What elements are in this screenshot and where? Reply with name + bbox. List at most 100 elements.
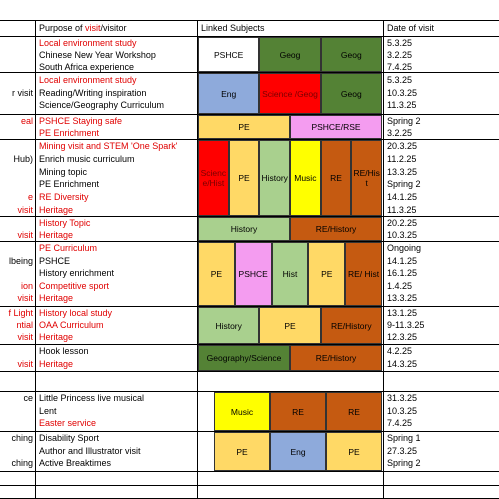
date-text: 3.2.25: [387, 50, 413, 60]
side-text: ntial: [16, 320, 33, 330]
purpose-text: OAA Curriculum: [39, 320, 104, 330]
date-text: 11.3.25: [387, 100, 417, 111]
purpose-text: Disability Sport: [39, 433, 100, 444]
purpose-text: Author and Illustrator visit: [39, 445, 141, 456]
purpose-text: RE Diversity: [39, 192, 89, 203]
row-border: [0, 306, 499, 307]
row-border: [0, 431, 499, 432]
row-border: [0, 216, 499, 217]
side-text: ching: [11, 433, 33, 444]
purpose-header: Purpose of visit/visitor: [39, 22, 127, 35]
subject-box: RE/History: [320, 307, 382, 344]
date-text: 3.2.25: [387, 128, 413, 138]
row-border: [0, 36, 499, 37]
purpose-text: Little Princess live musical: [39, 393, 145, 404]
row-border: [0, 471, 499, 472]
date-text: 9-11.3.25: [387, 320, 425, 330]
subject-box: Geog: [320, 73, 382, 114]
subject-group: PE Eng PE: [198, 432, 382, 471]
subject-box: RE: [320, 140, 352, 216]
date-text: 13.1.25: [387, 308, 418, 318]
date-text: Spring 2: [387, 116, 421, 126]
subject-box: Science/Hist: [198, 140, 229, 216]
subject-group: PE PSHCE Hist PE RE/ Hist: [198, 242, 382, 306]
row-border: [0, 20, 499, 21]
side-text: r visit: [12, 87, 33, 98]
date-text: 27.3.25: [387, 445, 418, 456]
subject-box: PE: [259, 307, 321, 344]
date-text: 12.3.25: [387, 332, 418, 342]
side-text: lbeing: [8, 255, 33, 266]
subject-box: PE: [308, 242, 346, 306]
purpose-text: Enrich music curriculum: [39, 153, 135, 164]
column-border: [383, 20, 384, 499]
purpose-text: Chinese New Year Workshop: [39, 50, 156, 60]
subject-box: Science /Geog: [259, 73, 321, 114]
date-text: 10.3.25: [387, 230, 418, 240]
subject-box: PE: [228, 140, 260, 216]
subject-group: History PE RE/History: [198, 307, 382, 344]
purpose-text: PE Enrichment: [39, 128, 100, 138]
subject-box: PSHCE: [234, 242, 272, 306]
row-border: [0, 371, 499, 372]
subject-box: Geog: [320, 37, 382, 72]
subject-box: RE: [326, 392, 382, 431]
purpose-text: History Topic: [39, 218, 91, 228]
purpose-text: History enrichment: [39, 268, 115, 279]
subject-box: Geography/Science: [198, 345, 290, 371]
date-text: 14.1.25: [387, 192, 418, 203]
side-text: eal: [20, 116, 33, 126]
row-border: [0, 485, 499, 486]
side-text: ion: [20, 280, 33, 291]
date-text: 31.3.25: [387, 393, 418, 404]
purpose-text: Mining visit and STEM 'One Spark': [39, 141, 178, 151]
subject-box: PSHCE: [198, 37, 260, 72]
date-text: 4.2.25: [387, 346, 413, 356]
date-text: 5.3.25: [387, 75, 413, 86]
header-part: /visitor: [100, 23, 127, 33]
purpose-text: Reading/Writing inspiration: [39, 87, 147, 98]
purpose-text: PSHCE: [39, 255, 71, 266]
purpose-text: South Africa experience: [39, 62, 135, 72]
column-border: [35, 20, 36, 499]
purpose-text: Heritage: [39, 205, 74, 215]
purpose-text: Heritage: [39, 358, 74, 369]
date-text: 1.4.25: [387, 280, 413, 291]
subject-box: History: [198, 217, 290, 241]
purpose-text: Hook lesson: [39, 346, 89, 356]
side-text: visit: [17, 230, 34, 240]
subject-box: RE: [270, 392, 326, 431]
side-text: Hub): [13, 153, 33, 164]
subject-group: Eng Science /Geog Geog: [198, 73, 382, 114]
row-border: [0, 72, 499, 73]
date-text: 7.4.25: [387, 62, 413, 72]
row-border: [0, 391, 499, 392]
subjects-header: Linked Subjects: [201, 23, 265, 33]
subject-box: Eng: [198, 73, 260, 114]
subject-box: PE: [214, 432, 270, 471]
subject-group: PE PSHCE/RSE: [198, 115, 382, 139]
subject-group: PSHCE Geog Geog: [198, 37, 382, 72]
subject-box: RE/Hist: [351, 140, 383, 216]
subject-box: RE/History: [290, 345, 382, 371]
date-text: 13.3.25: [387, 293, 418, 304]
purpose-text: PE Curriculum: [39, 243, 98, 254]
purpose-text: Heritage: [39, 332, 74, 342]
date-text: 13.3.25: [387, 166, 418, 177]
purpose-text: PSHCE Staying safe: [39, 116, 123, 126]
side-text: e: [27, 192, 33, 203]
side-text: visit: [17, 205, 34, 215]
subject-box: RE/ Hist: [345, 242, 382, 306]
side-text: ching: [11, 458, 33, 469]
subject-box: PE: [326, 432, 382, 471]
purpose-text: Mining topic: [39, 166, 88, 177]
header-part: visit: [85, 23, 101, 33]
row-border: [0, 139, 499, 140]
date-text: 10.3.25: [387, 405, 418, 416]
subject-box: Hist: [271, 242, 309, 306]
side-text: ce: [23, 393, 33, 404]
purpose-text: Lent: [39, 405, 57, 416]
purpose-text: Heritage: [39, 293, 74, 304]
date-text: 11.2.25: [387, 153, 417, 164]
